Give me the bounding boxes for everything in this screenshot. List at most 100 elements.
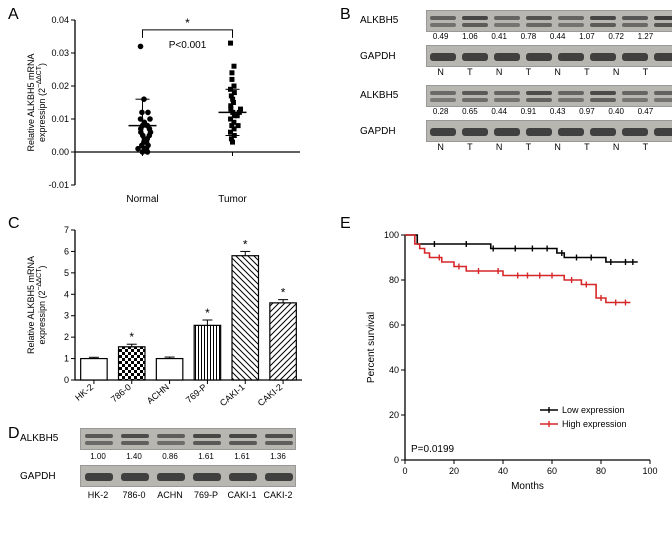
panel-a-label: A [8, 6, 19, 24]
blot-value: 0.97 [572, 107, 601, 116]
blot-alkbh5-label: ALKBH5 [360, 90, 398, 101]
svg-text:0: 0 [64, 375, 69, 385]
bar [194, 325, 220, 380]
svg-text:*: * [281, 286, 286, 300]
svg-text:20: 20 [449, 466, 459, 476]
blot-value: 0.44 [485, 107, 514, 116]
svg-text:0.01: 0.01 [51, 114, 69, 124]
panel-a: -0.01 0.00 0.01 0.02 0.03 0.04 Relative ALKBH5… [20, 10, 310, 210]
bar [232, 256, 258, 380]
nt-label: N [485, 142, 514, 152]
cell-line-label: CAKI-1 [224, 490, 260, 500]
nt-label: T [631, 142, 660, 152]
svg-text:100: 100 [642, 466, 657, 476]
blot-value: 0.28 [426, 107, 455, 116]
panel-c: 01234567Relative ALKBH5 mRNAexpressipn (… [20, 220, 310, 415]
p-value: P=0.0199 [411, 444, 455, 455]
svg-text:4: 4 [64, 289, 69, 299]
svg-text:P<0.001: P<0.001 [169, 40, 207, 51]
nt-label: T [572, 142, 601, 152]
svg-text:80: 80 [596, 466, 606, 476]
legend-high: High expression [562, 419, 627, 429]
blot-value: 1.61 [224, 452, 260, 461]
svg-text:20: 20 [389, 410, 399, 420]
nt-label: T [514, 67, 543, 77]
blot-value: 0.44 [543, 32, 572, 41]
panel-d-label: D [8, 425, 20, 443]
svg-text:CAKI-1: CAKI-1 [218, 382, 247, 408]
svg-text:40: 40 [498, 466, 508, 476]
nt-label: T [455, 67, 484, 77]
svg-text:0.00: 0.00 [51, 147, 69, 157]
blot-value: 1.00 [80, 452, 116, 461]
svg-text:Tumor: Tumor [218, 194, 247, 205]
svg-text:60: 60 [389, 320, 399, 330]
svg-text:0: 0 [394, 455, 399, 465]
blot-value: 1.27 [631, 32, 660, 41]
svg-text:6: 6 [64, 246, 69, 256]
panel-b: ALKBH50.491.060.410.780.441.070.721.27GA… [360, 10, 660, 200]
svg-text:*: * [205, 306, 210, 320]
nt-label: N [426, 142, 455, 152]
high-curve [405, 235, 630, 303]
nt-label: T [514, 142, 543, 152]
blot-value: 1.07 [572, 32, 601, 41]
blot-value: 0.41 [485, 32, 514, 41]
nt-label: T [631, 67, 660, 77]
panel-d: ALKBH51.001.400.861.611.611.36GAPDHHK-27… [20, 428, 310, 543]
svg-text:2: 2 [64, 332, 69, 342]
blot-value: 0.47 [631, 107, 660, 116]
nt-label: T [455, 142, 484, 152]
bar [156, 359, 182, 380]
blot-alkbh5-label: ALKBH5 [360, 15, 398, 26]
cell-line-label: HK-2 [80, 490, 116, 500]
blot-gapdh-label: GAPDH [360, 126, 396, 137]
svg-text:0.03: 0.03 [51, 48, 69, 58]
nt-label: N [485, 67, 514, 77]
nt-label: N [543, 142, 572, 152]
svg-text:5: 5 [64, 268, 69, 278]
nt-label: N [543, 67, 572, 77]
svg-text:*: * [243, 237, 248, 251]
svg-text:ACHN: ACHN [145, 382, 171, 406]
blot-value: 0.43 [543, 107, 572, 116]
svg-text:Relative ALKBH5 mRNAexpressipn: Relative ALKBH5 mRNAexpressipn (2−∆∆CT) [26, 53, 47, 151]
svg-text:0.02: 0.02 [51, 81, 69, 91]
panel-c-label: C [8, 215, 20, 233]
svg-text:7: 7 [64, 225, 69, 235]
blot-value: 0.91 [514, 107, 543, 116]
survival-plot: 020406080100020406080100Percent survival… [360, 225, 660, 495]
bar [119, 347, 145, 380]
blot-value: 0.72 [602, 32, 631, 41]
svg-text:0.04: 0.04 [51, 15, 69, 25]
blot-gapdh-label: GAPDH [20, 471, 56, 482]
bar-chart: 01234567Relative ALKBH5 mRNAexpressipn (… [20, 220, 310, 415]
svg-text:40: 40 [389, 365, 399, 375]
panel-e-label: E [340, 215, 351, 233]
cell-line-label: CAKI-2 [260, 490, 296, 500]
blot-value: 0.49 [426, 32, 455, 41]
svg-text:Months: Months [511, 481, 544, 492]
blot-value: 0.65 [455, 107, 484, 116]
svg-text:*: * [185, 16, 190, 30]
svg-text:1: 1 [64, 354, 69, 364]
svg-text:HK-2: HK-2 [73, 382, 95, 403]
nt-label: N [426, 67, 455, 77]
blot-gapdh-label: GAPDH [360, 51, 396, 62]
nt-label: N [602, 142, 631, 152]
svg-text:3: 3 [64, 311, 69, 321]
blot-value: 0.78 [514, 32, 543, 41]
svg-text:-0.01: -0.01 [48, 180, 69, 190]
svg-text:769-P: 769-P [184, 382, 209, 405]
panel-e: 020406080100020406080100Percent survival… [360, 225, 660, 495]
blot-value: 1.40 [116, 452, 152, 461]
bar [81, 359, 107, 380]
cell-line-label: 786-0 [116, 490, 152, 500]
blot-value: 1.06 [455, 32, 484, 41]
scatter-plot: -0.01 0.00 0.01 0.02 0.03 0.04 Relative ALKBH5… [20, 10, 310, 210]
cell-line-label: ACHN [152, 490, 188, 500]
svg-text:*: * [129, 330, 134, 344]
bar [270, 303, 296, 380]
svg-text:Normal: Normal [126, 194, 158, 205]
svg-text:786-0: 786-0 [109, 382, 133, 404]
